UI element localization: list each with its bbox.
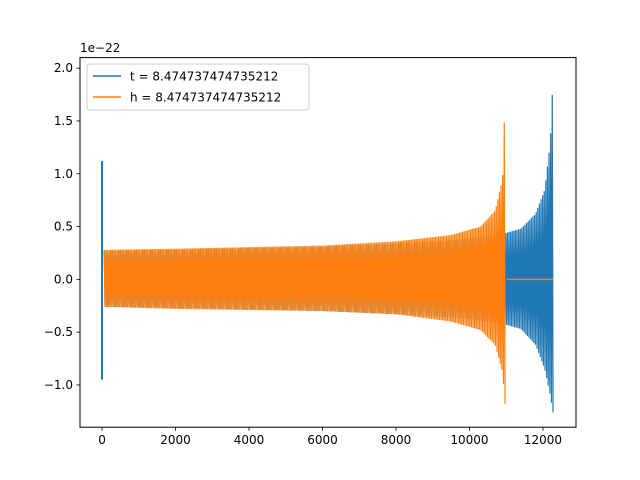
x-axis: 0 2000 4000 6000 8000 10000 12000 xyxy=(98,427,562,447)
x-tick-label: 6000 xyxy=(307,433,338,447)
x-tick-label: 12000 xyxy=(524,433,562,447)
y-offset-label: 1e−22 xyxy=(80,41,120,55)
y-tick-label: −1.0 xyxy=(44,378,73,392)
y-tick-label: −0.5 xyxy=(44,325,73,339)
legend-label-0: t = 8.474737474735212 xyxy=(130,70,278,84)
y-tick-label: 0.5 xyxy=(54,220,73,234)
plot-marks xyxy=(101,94,554,413)
series-1 xyxy=(103,122,554,404)
x-tick-label: 8000 xyxy=(381,433,412,447)
x-tick-label: 4000 xyxy=(234,433,265,447)
axes-frame xyxy=(79,57,577,428)
x-tick-label: 2000 xyxy=(160,433,191,447)
y-axis: −1.0 −0.5 0.0 0.5 1.0 1.5 2.0 xyxy=(44,61,80,392)
y-tick-label: 0.0 xyxy=(54,272,73,286)
x-tick-label: 0 xyxy=(98,433,106,447)
y-tick-label: 1.5 xyxy=(54,114,73,128)
legend-label-1: h = 8.474737474735212 xyxy=(130,91,281,105)
y-tick-label: 2.0 xyxy=(54,61,73,75)
series-1-line xyxy=(103,122,506,404)
legend: t = 8.474737474735212 h = 8.4747374747352… xyxy=(86,63,310,111)
y-tick-label: 1.0 xyxy=(54,167,73,181)
x-tick-label: 10000 xyxy=(450,433,488,447)
legend-box xyxy=(86,63,310,111)
